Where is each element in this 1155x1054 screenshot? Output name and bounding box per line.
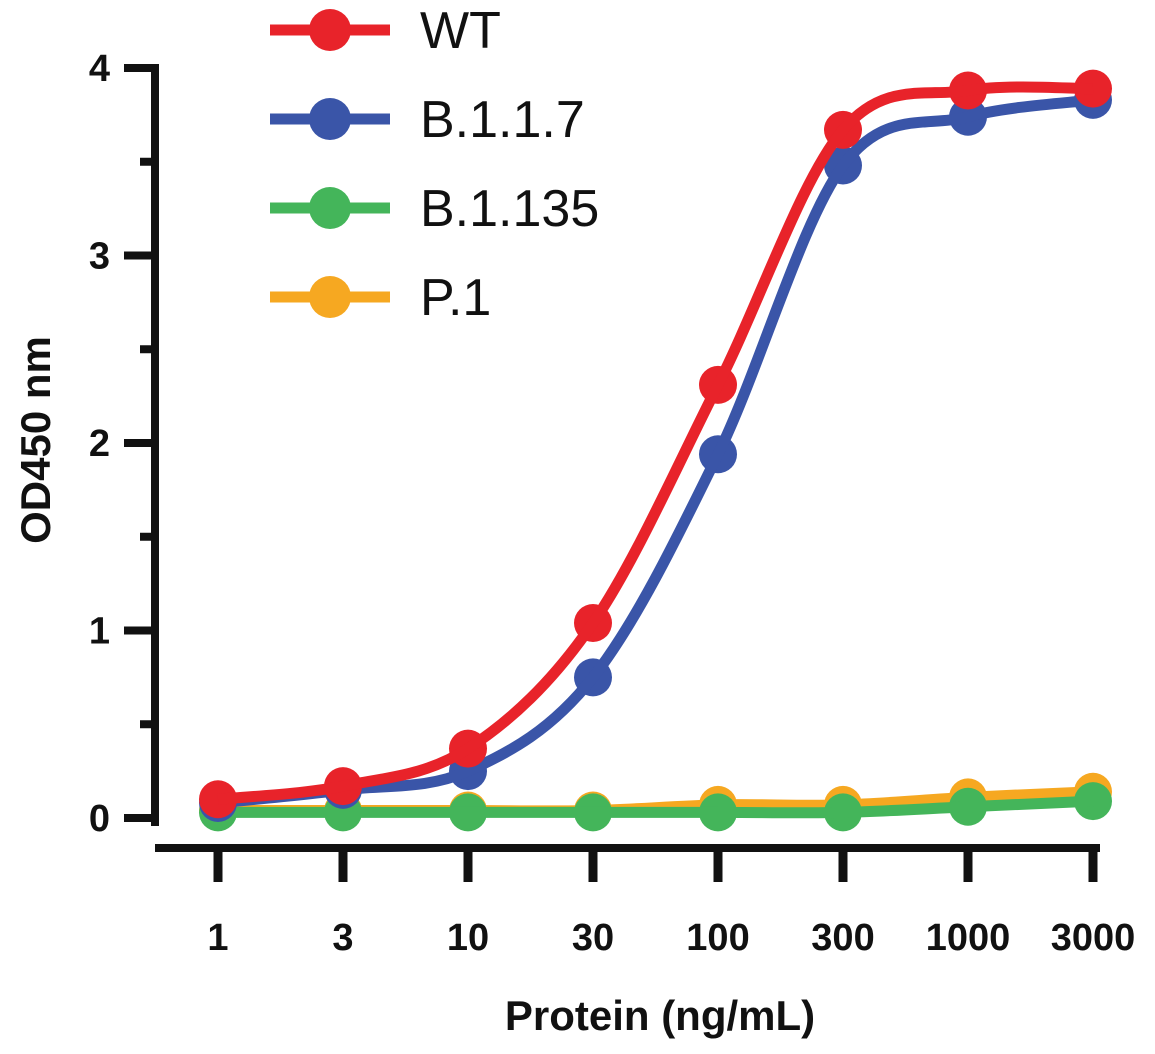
axes: 0 1 2 3 4 1 3 10 30 100 300 1000 3000 [89, 48, 1135, 959]
y-tick-label: 2 [89, 423, 110, 465]
series-B.1.135 [199, 782, 1112, 832]
x-tick-label: 30 [572, 917, 614, 959]
legend-marker [309, 9, 351, 51]
x-tick-label: 300 [811, 917, 874, 959]
legend-item-B.1.1.7: B.1.1.7 [270, 91, 585, 149]
series-line [217, 81, 1094, 805]
x-tick-label: 1 [207, 917, 228, 959]
series-WT [199, 69, 1112, 819]
series-layer [199, 69, 1112, 832]
legend-item-P.1: P.1 [270, 269, 491, 327]
legend: WT B.1.1.7 B.1.135 P.1 [270, 2, 599, 327]
legend-label: WT [420, 2, 501, 60]
x-tick-label: 1000 [926, 917, 1011, 959]
y-tick-label: 3 [89, 236, 110, 278]
series-line [217, 94, 1094, 809]
series-B.1.1.7 [199, 80, 1112, 822]
y-axis-title: OD450 nm [12, 336, 59, 544]
legend-label: P.1 [420, 269, 491, 327]
legend-marker [309, 187, 351, 229]
legend-item-WT: WT [270, 2, 501, 60]
y-tick-label: 4 [89, 48, 110, 90]
x-axis-title: Protein (ng/mL) [505, 992, 815, 1039]
legend-marker [309, 276, 351, 318]
legend-label: B.1.1.7 [420, 91, 585, 149]
y-tick-label: 0 [89, 798, 110, 840]
legend-item-B.1.135: B.1.135 [270, 180, 599, 238]
series-line [218, 795, 1094, 819]
x-tick-label: 100 [686, 917, 749, 959]
x-tick-label: 10 [447, 917, 489, 959]
legend-marker [309, 98, 351, 140]
x-tick-label: 3000 [1051, 917, 1136, 959]
y-tick-label: 1 [89, 611, 110, 653]
x-tick-label: 3 [332, 917, 353, 959]
legend-label: B.1.135 [420, 180, 599, 238]
